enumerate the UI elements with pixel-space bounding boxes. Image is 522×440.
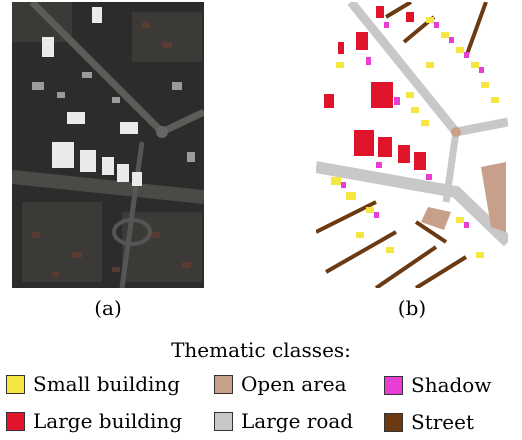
classification-map <box>314 0 513 290</box>
swatch-shadow <box>384 375 403 395</box>
legend-item-large-road: Large road <box>214 409 353 433</box>
swatch-street <box>384 412 403 432</box>
aerial-image <box>11 0 206 289</box>
swatch-small-building <box>6 374 25 394</box>
swatch-large-road <box>214 411 233 431</box>
legend-label: Small building <box>33 372 181 396</box>
legend-item-large-building: Large building <box>6 409 182 433</box>
legend-label: Large road <box>241 409 354 433</box>
legend-label: Open area <box>241 372 347 396</box>
legend-label: Large building <box>33 409 183 433</box>
legend-title: Thematic classes: <box>171 338 351 362</box>
legend-item-small-building: Small building <box>6 372 180 396</box>
aerial-image-svg <box>11 0 206 289</box>
legend-item-shadow: Shadow <box>384 373 491 397</box>
classification-map-svg <box>314 0 513 290</box>
swatch-large-building <box>6 411 25 431</box>
caption-b: (b) <box>397 296 427 320</box>
caption-a: (a) <box>94 296 122 320</box>
swatch-open-area <box>214 374 233 394</box>
legend-item-street: Street <box>384 410 474 434</box>
legend-item-open-area: Open area <box>214 372 347 396</box>
legend-label: Shadow <box>411 373 492 397</box>
legend-label: Street <box>411 410 475 434</box>
